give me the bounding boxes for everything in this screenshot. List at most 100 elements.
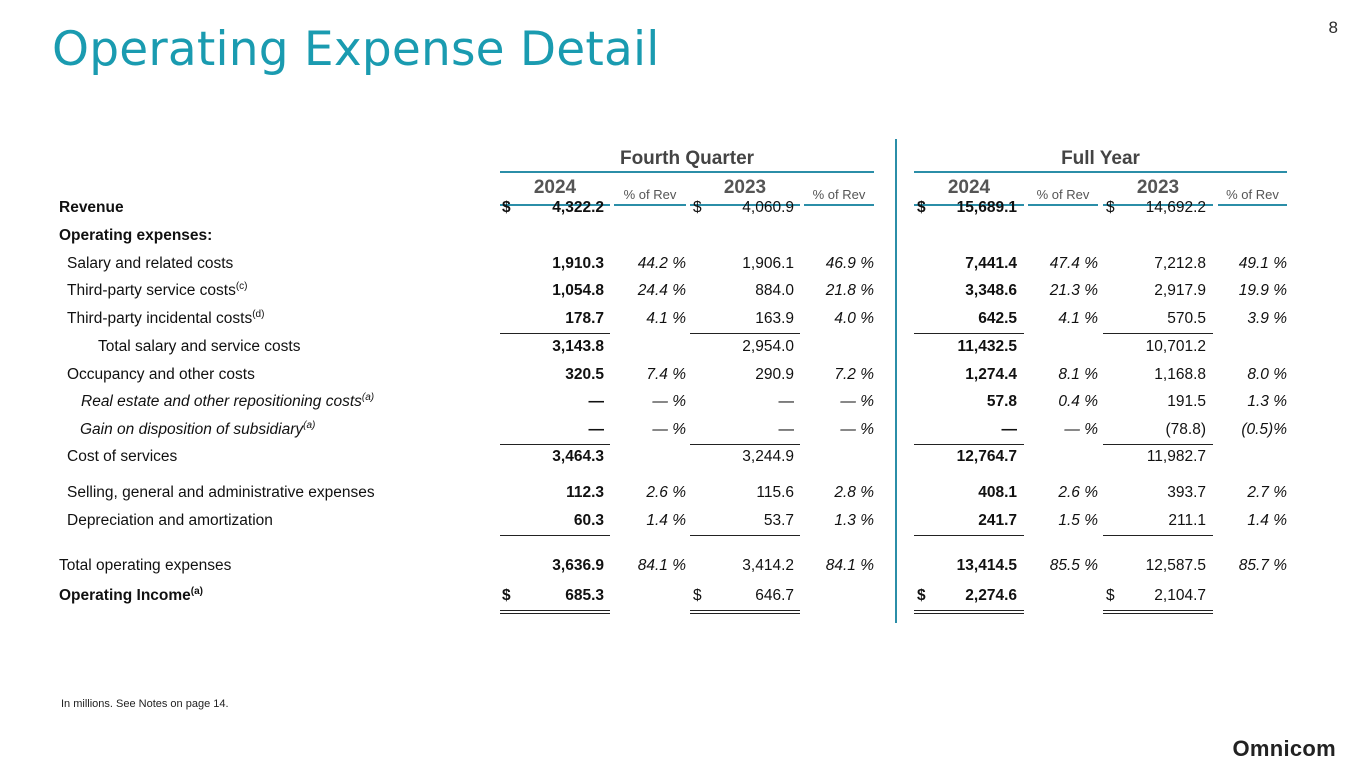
table-row: Operating expenses: [0,225,1365,247]
value-cell: 1,906.1 [742,255,794,272]
double-underline [1103,613,1213,614]
value-cell: 178.7 [565,310,604,327]
pct-rule [1028,204,1098,206]
value-cell: 3,636.9 [552,557,604,574]
value-cell: 1,274.4 [965,366,1017,383]
year-header: 2023 [1136,177,1180,198]
double-underline [690,613,800,614]
value-cell: 393.7 [1167,484,1206,501]
value-cell: 3,244.9 [742,448,794,465]
pct-of-rev-cell: — % [652,421,686,438]
footnote-marker: (a) [190,586,204,597]
value-cell: 884.0 [755,282,794,299]
pct-of-rev-header: % of Rev [1036,187,1090,202]
year-header: 2023 [723,177,767,198]
value-cell: 211.1 [1168,512,1206,529]
row-label: Gain on disposition of subsidiary(a) [80,419,315,441]
table-row: Total salary and service costs 3,143.8 2,9… [0,336,1365,358]
year-rule [690,204,800,206]
pct-of-rev-cell: 4.1 % [1058,310,1098,327]
row-label-text: Revenue [59,199,124,216]
value-cell: — [588,393,605,410]
value-cell: 12,587.5 [1145,557,1206,574]
table-row: Salary and related costs 1,910.3 44.2 % 1,9… [0,253,1365,275]
pct-of-rev-cell: 2.6 % [1058,484,1098,501]
pct-of-rev-cell: 1.4 % [1247,512,1287,529]
row-label: Total salary and service costs [98,336,300,358]
currency-symbol: $ [502,199,511,216]
footnote: In millions. See Notes on page 14. [61,698,229,710]
table-row: Operating Income(a) $685.3 $646.7 $2,274.6 $… [0,585,1365,607]
currency-symbol: $ [693,587,702,604]
pct-of-rev-cell: 2.6 % [646,484,686,501]
value-cell: 13,414.5 [956,557,1017,574]
underline [1103,333,1213,334]
footnote-marker: (a) [361,392,375,403]
row-label-text: Third-party service costs [67,282,236,299]
underline [500,444,610,445]
table-row: Occupancy and other costs 320.5 7.4 % 290.9… [0,364,1365,386]
double-underline [1103,610,1213,611]
value-cell: 3,414.2 [742,557,794,574]
pct-of-rev-cell: — % [1064,421,1098,438]
pct-of-rev-cell: 3.9 % [1247,310,1287,327]
row-label-text: Selling, general and administrative expe… [67,484,375,501]
table-row: Third-party service costs(c) 1,054.8 24.4 … [0,280,1365,302]
row-label-text: Operating expenses: [59,227,213,244]
row-label-text: Gain on disposition of subsidiary [80,421,304,438]
value-cell: 4,322.2 [552,199,604,216]
footnote-marker: (a) [303,420,316,431]
pct-of-rev-cell: 1.5 % [1058,512,1098,529]
row-label-text: Operating Income [59,587,191,604]
pct-of-rev-header: % of Rev [1226,187,1279,202]
value-cell: 685.3 [565,587,604,604]
pct-of-rev-cell: 1.3 % [834,512,874,529]
footnote-marker: (c) [235,281,248,292]
value-cell: 11,982.7 [1146,448,1206,465]
underline [914,444,1024,445]
value-cell: 3,348.6 [965,282,1017,299]
underline [690,535,800,536]
page-title: Operating Expense Detail [52,22,660,77]
value-cell: 2,104.7 [1154,587,1206,604]
group-header-full-year: Full Year [1061,148,1140,169]
pct-of-rev-cell: 2.8 % [834,484,874,501]
value-cell: 15,689.1 [956,199,1017,216]
pct-rule [804,204,874,206]
row-label: Salary and related costs [67,253,233,275]
double-underline [914,613,1024,614]
pct-of-rev-cell: 7.4 % [646,366,686,383]
row-label-text: Third-party incidental costs [67,310,253,327]
row-label: Operating Income(a) [59,585,203,607]
value-cell: 191.5 [1167,393,1206,410]
value-cell: 1,054.8 [552,282,604,299]
table-row: Cost of services 3,464.3 3,244.9 12,764.7 11… [0,446,1365,468]
underline [914,535,1024,536]
pct-of-rev-cell: 2.7 % [1247,484,1287,501]
currency-symbol: $ [1106,587,1115,604]
value-cell: 112.3 [566,484,604,501]
currency-symbol: $ [917,199,926,216]
currency-symbol: $ [1106,199,1115,216]
omnicom-logo: Omnicom [1232,736,1336,761]
row-label-text: Real estate and other repositioning cost… [81,393,362,410]
underline [500,333,610,334]
value-cell: 4,060.9 [742,199,794,216]
pct-of-rev-cell: 84.1 % [637,557,686,574]
year-header: 2024 [533,177,577,198]
value-cell: 60.3 [573,512,604,529]
pct-of-rev-header: % of Rev [812,187,866,202]
table-row: Real estate and other repositioning cost… [0,391,1365,413]
value-cell: 1,910.3 [552,255,604,272]
row-label: Operating expenses: [59,225,212,247]
value-cell: 570.5 [1167,310,1206,327]
value-cell: 7,441.4 [965,255,1017,272]
value-cell: 408.1 [978,484,1017,501]
pct-of-rev-cell: 21.3 % [1049,282,1098,299]
row-label: Revenue [59,197,124,219]
double-underline [500,610,610,611]
double-underline [690,610,800,611]
row-label-text: Salary and related costs [67,255,234,272]
pct-of-rev-cell: 19.9 % [1238,282,1287,299]
